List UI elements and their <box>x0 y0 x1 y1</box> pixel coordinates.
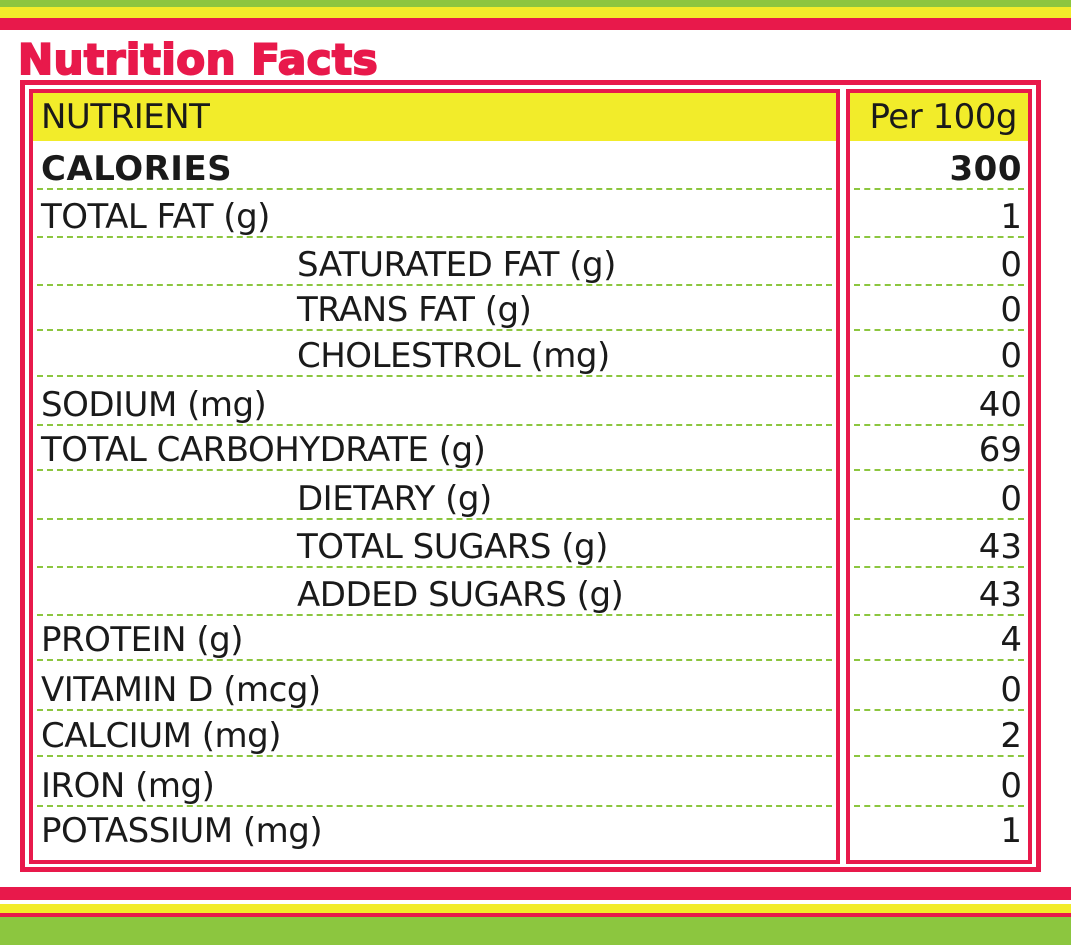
row-divider <box>854 236 1024 238</box>
row-divider <box>37 755 832 757</box>
nutrient-value: 40 <box>978 385 1022 425</box>
nutrient-name: TOTAL CARBOHYDRATE (g) <box>41 430 486 470</box>
row-divider <box>854 709 1024 711</box>
nutrient-value: 0 <box>1000 479 1022 519</box>
row-divider <box>854 375 1024 377</box>
table-row: PROTEIN (g) 4 <box>33 615 1028 660</box>
table-row: TOTAL SUGARS (g) 43 <box>33 519 1028 567</box>
nutrient-name: TRANS FAT (g) <box>297 290 532 330</box>
top-stripe-green <box>0 0 1071 7</box>
bottom-stripe-white <box>0 900 1071 904</box>
nutrient-name: ADDED SUGARS (g) <box>297 575 624 615</box>
nutrient-name: DIETARY (g) <box>297 479 492 519</box>
table-row: SATURATED FAT (g) 0 <box>33 237 1028 285</box>
table-row: POTASSIUM (mg) 1 <box>33 806 1028 851</box>
table-row: SODIUM (mg) 40 <box>33 376 1028 425</box>
header-bar-nutrient <box>33 93 836 141</box>
row-divider <box>854 518 1024 520</box>
nutrient-name: TOTAL FAT (g) <box>41 197 270 237</box>
row-divider <box>37 614 832 616</box>
nutrient-name: SODIUM (mg) <box>41 385 267 425</box>
nutrient-value: 0 <box>1000 290 1022 330</box>
nutrient-value: 43 <box>978 575 1022 615</box>
header-bar-per <box>850 93 1028 141</box>
row-divider <box>854 659 1024 661</box>
row-divider <box>854 755 1024 757</box>
nutrient-value: 300 <box>949 149 1022 189</box>
row-divider <box>37 424 832 426</box>
nutrient-column <box>29 89 840 864</box>
table-row: CALCIUM (mg) 2 <box>33 710 1028 756</box>
table-row: TOTAL FAT (g) 1 <box>33 189 1028 237</box>
nutrient-value: 1 <box>1000 197 1022 237</box>
table-row: IRON (mg) 0 <box>33 756 1028 806</box>
nutrient-name: POTASSIUM (mg) <box>41 811 323 851</box>
value-column <box>846 89 1032 864</box>
bottom-stripe-yellow <box>0 904 1071 913</box>
nutrient-name: VITAMIN D (mcg) <box>41 670 321 710</box>
row-divider <box>37 375 832 377</box>
row-divider <box>37 566 832 568</box>
row-divider <box>37 284 832 286</box>
row-divider <box>854 805 1024 807</box>
row-divider <box>854 614 1024 616</box>
row-divider <box>37 329 832 331</box>
row-divider <box>37 709 832 711</box>
label-frame <box>20 80 1041 872</box>
row-divider <box>854 566 1024 568</box>
table-row: VITAMIN D (mcg) 0 <box>33 660 1028 710</box>
nutrient-value: 4 <box>1000 620 1022 660</box>
label-title: Nutrition Facts <box>17 35 379 85</box>
bottom-stripe-green <box>0 917 1071 945</box>
nutrient-name: SATURATED FAT (g) <box>297 245 616 285</box>
header-nutrient: NUTRIENT <box>41 97 210 137</box>
nutrient-name: IRON (mg) <box>41 766 215 806</box>
nutrient-value: 1 <box>1000 811 1022 851</box>
row-divider <box>854 424 1024 426</box>
table-row: ADDED SUGARS (g) 43 <box>33 567 1028 615</box>
table-row: CHOLESTROL (mg) 0 <box>33 330 1028 376</box>
row-divider <box>854 188 1024 190</box>
nutrient-name: CALORIES <box>41 149 233 189</box>
nutrient-name: PROTEIN (g) <box>41 620 244 660</box>
nutrient-name: CHOLESTROL (mg) <box>297 336 610 376</box>
table-row: TRANS FAT (g) 0 <box>33 285 1028 330</box>
bottom-stripe-red-thin <box>0 913 1071 917</box>
table-row: DIETARY (g) 0 <box>33 470 1028 519</box>
table-row: CALORIES 300 <box>33 141 1028 189</box>
nutrient-value: 0 <box>1000 670 1022 710</box>
row-divider <box>37 236 832 238</box>
nutrient-name: CALCIUM (mg) <box>41 716 281 756</box>
nutrient-name: TOTAL SUGARS (g) <box>297 527 608 567</box>
row-divider <box>37 188 832 190</box>
row-divider <box>854 284 1024 286</box>
row-divider <box>37 518 832 520</box>
nutrient-value: 0 <box>1000 245 1022 285</box>
nutrient-value: 0 <box>1000 766 1022 806</box>
row-divider <box>854 329 1024 331</box>
top-stripe-red <box>0 18 1071 30</box>
row-divider <box>37 659 832 661</box>
nutrient-value: 0 <box>1000 336 1022 376</box>
top-stripe-yellow <box>0 7 1071 18</box>
row-divider <box>37 469 832 471</box>
nutrient-value: 69 <box>978 430 1022 470</box>
bottom-stripe-red <box>0 887 1071 900</box>
table-row: TOTAL CARBOHYDRATE (g) 69 <box>33 425 1028 470</box>
nutrient-value: 43 <box>978 527 1022 567</box>
nutrient-value: 2 <box>1000 716 1022 756</box>
row-divider <box>854 469 1024 471</box>
row-divider <box>37 805 832 807</box>
header-per-100g: Per 100g <box>869 97 1018 137</box>
